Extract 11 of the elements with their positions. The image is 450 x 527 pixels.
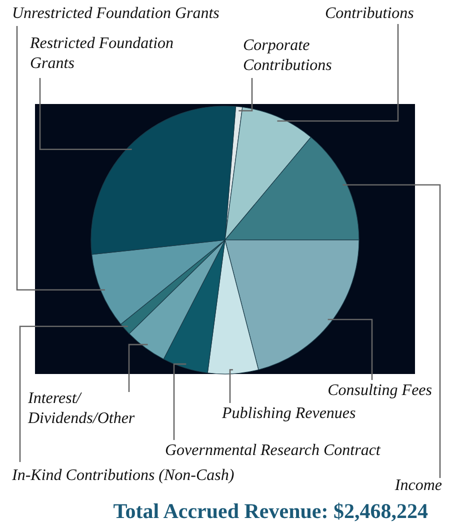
slice-label: In-Kind Contributions (Non-Cash) bbox=[11, 467, 234, 484]
slice-label: Interest/Dividends/Other bbox=[27, 390, 136, 427]
slice-label: Publishing Revenues bbox=[221, 405, 356, 422]
text: Total Accrued Revenue: $2,468,224 bbox=[113, 499, 428, 523]
slice-label: Unrestricted Foundation Grants bbox=[12, 5, 220, 22]
slice-label: Consulting Fees bbox=[328, 382, 432, 399]
slice-label: Income bbox=[394, 477, 442, 494]
slice-label: Corporate Contributions bbox=[243, 37, 332, 74]
slice-label: Contributions bbox=[325, 5, 414, 22]
slice-label: Governmental Research Contract bbox=[165, 442, 381, 459]
slice-label: Restricted Foundation Grants bbox=[29, 35, 174, 72]
